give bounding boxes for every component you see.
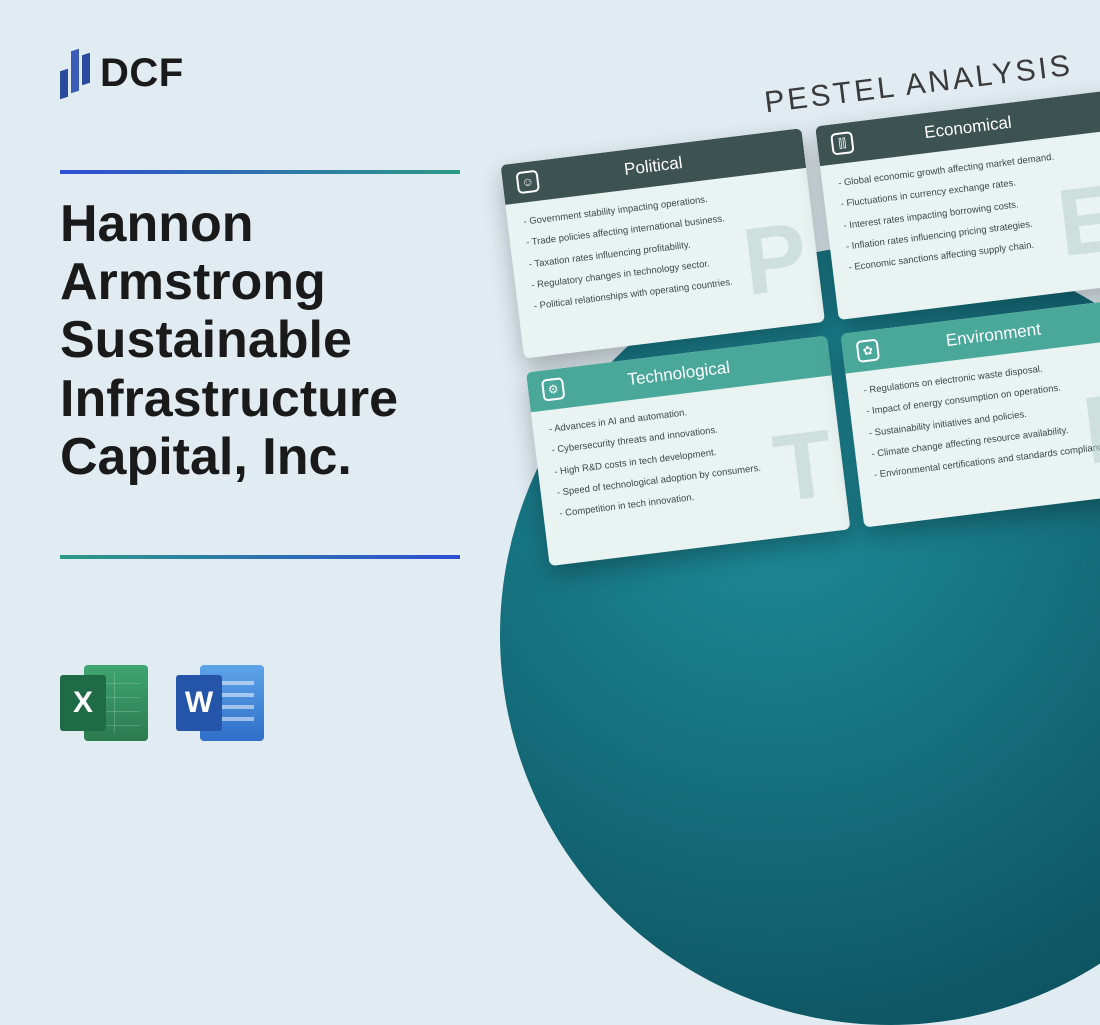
technological-icon: ⚙ (541, 377, 566, 402)
environment-icon: ✿ (856, 338, 881, 363)
excel-icon[interactable]: X (60, 659, 148, 747)
word-icon-letter: W (176, 675, 222, 731)
word-icon[interactable]: W (176, 659, 264, 747)
divider-top (60, 170, 460, 174)
pestel-card-economical: ⫿⫿EconomicalGlobal economic growth affec… (815, 90, 1100, 320)
pestel-card-title: Economical (923, 113, 1013, 144)
divider-bottom (60, 555, 460, 559)
pestel-card-environment: ✿EnvironmentRegulations on electronic wa… (841, 297, 1100, 527)
logo-text: DCF (100, 51, 184, 96)
pestel-card-title: Technological (626, 358, 731, 390)
page-title: Hannon Armstrong Sustainable Infrastruct… (60, 195, 480, 486)
excel-icon-letter: X (60, 675, 106, 731)
pestel-card-technological: ⚙TechnologicalAdvances in AI and automat… (526, 336, 851, 566)
pestel-card-title: Political (623, 153, 684, 180)
logo: DCF (60, 48, 184, 98)
political-icon: ☺ (515, 170, 540, 195)
economical-icon: ⫿⫿ (830, 131, 855, 156)
pestel-grid: ☺PoliticalGovernment stability impacting… (500, 90, 1100, 567)
pestel-card-title: Environment (945, 320, 1042, 351)
logo-bars-icon (60, 48, 90, 98)
pestel-card-political: ☺PoliticalGovernment stability impacting… (500, 128, 825, 358)
file-icons: X W (60, 659, 264, 747)
pestel-panel: PESTEL ANALYSIS ☺PoliticalGovernment sta… (495, 44, 1100, 566)
